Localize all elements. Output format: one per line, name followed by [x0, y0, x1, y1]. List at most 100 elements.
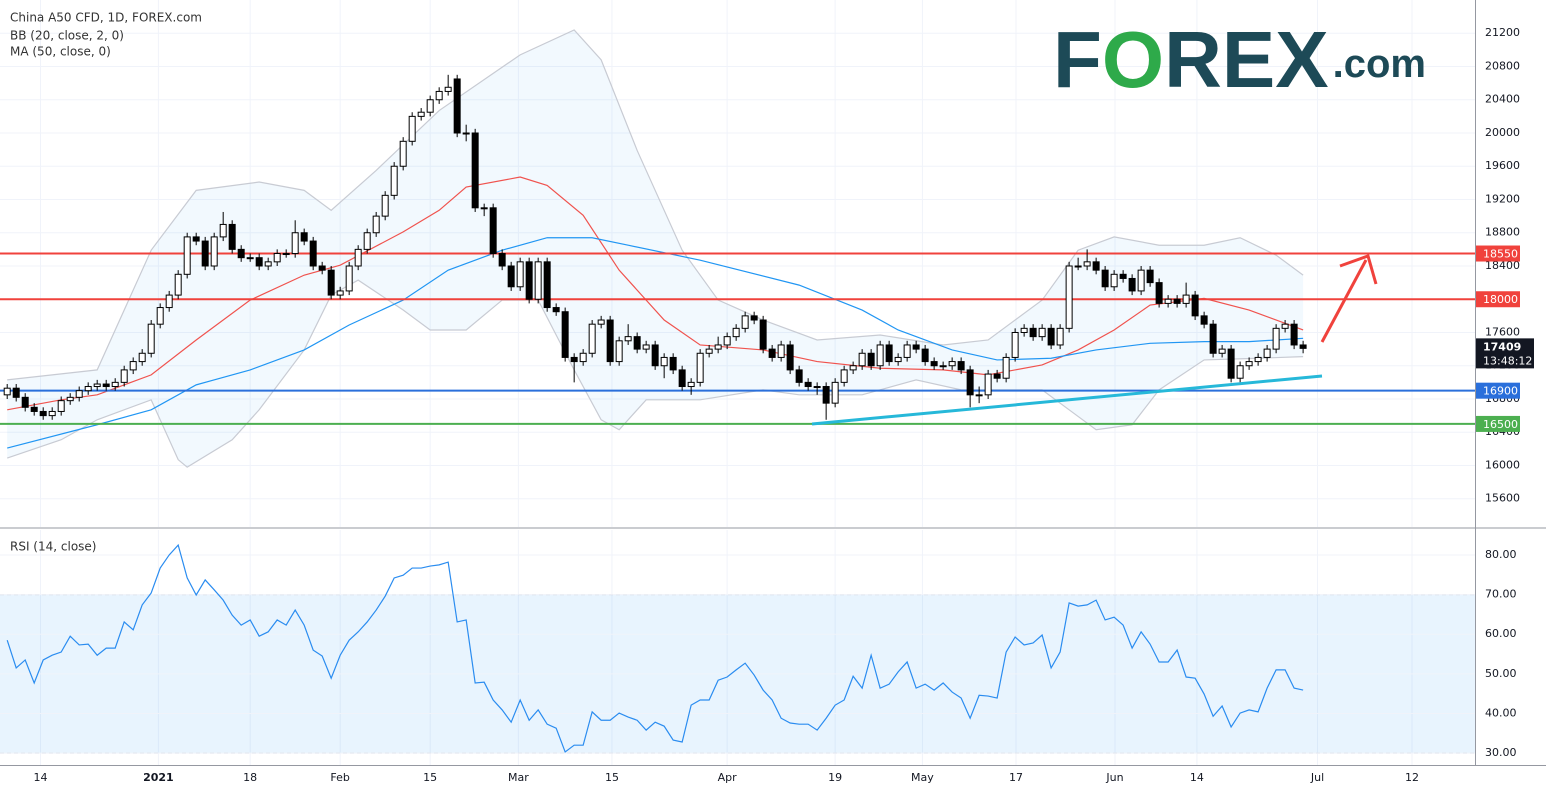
candle-body: [75, 390, 83, 398]
candle-body: [579, 352, 587, 363]
candle-body: [1020, 327, 1028, 333]
logo-part: O: [1102, 15, 1164, 104]
candle-body: [246, 257, 254, 260]
candle-body: [12, 387, 20, 398]
candle-body: [498, 253, 506, 267]
candle-body: [381, 194, 389, 217]
candle-body: [741, 315, 749, 329]
candle-body: [138, 352, 146, 363]
candle-body: [336, 290, 344, 296]
indicator-line: [7, 29, 1304, 381]
logo: FOREX .com: [1053, 15, 1426, 104]
y-tick-label: 20400: [1485, 93, 1520, 106]
candle-body: [732, 327, 740, 338]
candle-body: [516, 261, 524, 288]
candle-body: [219, 223, 227, 238]
x-tick-label: Apr: [718, 771, 738, 784]
candle-body: [255, 257, 263, 267]
rsi-line: [6, 543, 1304, 753]
candle-body: [840, 369, 848, 383]
chart-title: China A50 CFD, 1D, FOREX.com: [10, 11, 202, 25]
candle-body: [1209, 323, 1217, 354]
candle-body: [651, 344, 659, 367]
candle-body: [129, 361, 137, 371]
candle-body: [822, 386, 830, 404]
candle-body: [1101, 269, 1109, 288]
y-tick-label: 40.00: [1485, 706, 1517, 719]
candle-body: [606, 319, 614, 363]
level-label-box: [1476, 415, 1520, 432]
level-label: 16500: [1483, 418, 1518, 431]
last-price-box: [1476, 338, 1534, 369]
candle-body: [1056, 327, 1064, 346]
candle-body: [534, 261, 542, 300]
candle-body: [858, 352, 866, 367]
logo-part: .com: [1333, 42, 1426, 86]
candle-body: [624, 336, 632, 342]
y-tick-label: 60.00: [1485, 627, 1517, 640]
candle-body: [678, 369, 686, 388]
candle-body: [453, 78, 461, 134]
x-tick-label: Jul: [1310, 771, 1324, 784]
indicator-line: [7, 279, 1304, 468]
candle-body: [363, 232, 371, 250]
level-label: 16900: [1483, 385, 1518, 398]
candle-body: [1074, 265, 1082, 268]
y-tick-label: 21200: [1485, 26, 1520, 39]
candle-body: [705, 348, 713, 354]
candle-body: [417, 111, 425, 117]
candle-body: [1164, 298, 1172, 304]
candle-body: [1236, 365, 1244, 379]
candle-body: [552, 307, 560, 313]
candle-body: [723, 336, 731, 346]
level-label-box: [1476, 291, 1520, 308]
candle-body: [588, 323, 596, 354]
candle-body: [975, 394, 983, 397]
candle-body: [1038, 327, 1046, 338]
candle-body: [147, 323, 155, 354]
candle-body: [1263, 348, 1271, 358]
candle-body: [633, 336, 641, 350]
candle-body: [849, 365, 857, 371]
arrow-head: [1339, 254, 1378, 285]
candle-body: [237, 248, 245, 259]
candle-body: [759, 319, 767, 350]
candle-body: [1290, 323, 1298, 346]
level-label-box: [1476, 245, 1520, 262]
candle-body: [867, 352, 875, 367]
indicator-label: MA (50, close, 0): [10, 45, 111, 59]
y-tick-label: 17600: [1485, 325, 1520, 338]
candle-body: [1182, 294, 1190, 304]
candle-body: [804, 381, 812, 388]
candle-body: [21, 396, 29, 408]
candle-body: [903, 344, 911, 358]
candle-body: [1200, 315, 1208, 325]
candle-body: [687, 381, 695, 388]
x-tick-label: 14: [1190, 771, 1204, 784]
x-tick-label: Feb: [330, 771, 349, 784]
candle-body: [174, 273, 182, 296]
candle-body: [327, 269, 335, 296]
y-tick-label: 16000: [1485, 458, 1520, 471]
y-tick-label: 18800: [1485, 226, 1520, 239]
y-tick-label: 15600: [1485, 492, 1520, 505]
candle-body: [318, 265, 326, 271]
candle-body: [1029, 327, 1037, 338]
candle-body: [282, 253, 290, 256]
candle-body: [201, 240, 209, 267]
candle-body: [714, 344, 722, 350]
candle-body: [102, 383, 110, 388]
candle-body: [525, 261, 533, 300]
x-tick-label: 15: [423, 771, 437, 784]
candle-body: [966, 369, 974, 396]
candle-body: [462, 132, 470, 135]
y-tick-label: 18400: [1485, 259, 1520, 272]
candle-body: [1299, 344, 1307, 349]
candle-body: [192, 236, 200, 242]
candle-body: [489, 207, 497, 255]
y-tick-label: 19200: [1485, 192, 1520, 205]
candle-body: [444, 86, 452, 92]
candle-body: [408, 115, 416, 142]
pane-title: RSI (14, close): [10, 540, 96, 554]
